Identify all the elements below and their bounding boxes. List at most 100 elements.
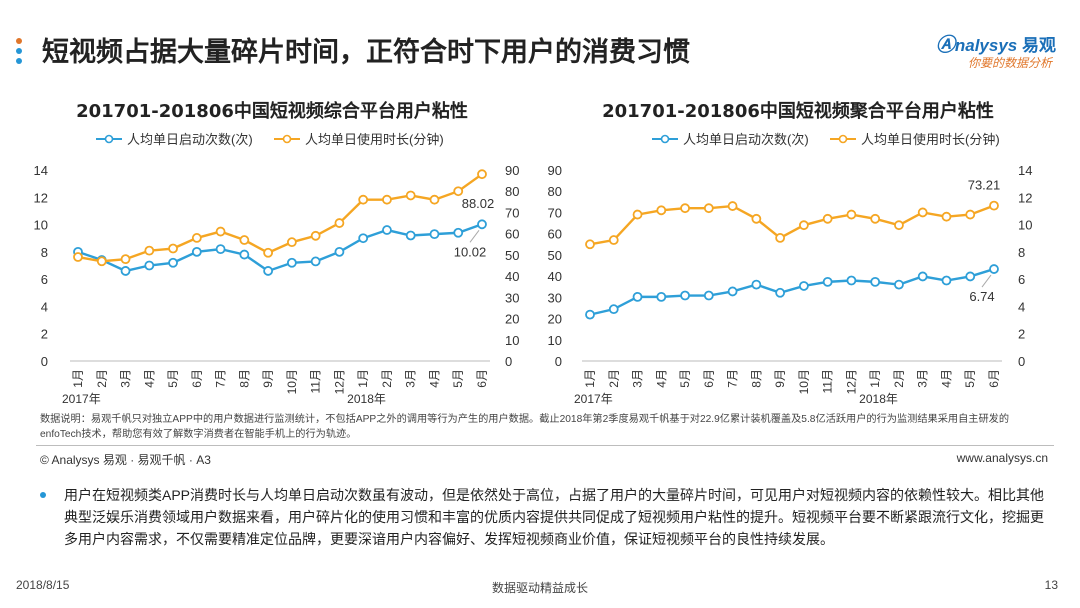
chart1-right-tick-10: 10 (505, 333, 519, 348)
chart2-point-1-12 (870, 213, 881, 224)
chart2-point-1-8 (775, 233, 786, 243)
chart2-left-tick-0: 0 (555, 354, 562, 369)
chart2-point-0-17 (989, 264, 999, 274)
paragraph-bullet-icon (40, 492, 46, 498)
chart1-point-1-10 (310, 230, 321, 241)
title-dot-blue-2 (16, 58, 22, 64)
chart2-year-label-0: 2017年 (574, 392, 613, 406)
chart1-left-tick-2: 2 (41, 327, 48, 342)
chart1-x-tick-2: 2月 (95, 369, 109, 388)
chart1-right-tick-90: 90 (505, 163, 519, 178)
chart1-x-tick-12: 12月 (332, 369, 346, 394)
title-dots (16, 38, 24, 68)
chart2-right-tick-12: 12 (1018, 190, 1032, 205)
data-note: 数据说明：易观千帆只对独立APP中的用户数据进行监测统计，不包括APP之外的调用… (40, 414, 1010, 440)
chart1-left-tick-8: 8 (41, 245, 48, 260)
chart2-point-0-11 (846, 275, 857, 286)
chart2-left-tick-40: 40 (548, 269, 562, 284)
chart1-point-0-17 (477, 219, 487, 230)
chart1-year-label-0: 2017年 (62, 392, 101, 406)
chart2-end-label-1: 73.21 (968, 178, 1001, 193)
chart2-x-tick-11: 11月 (821, 369, 835, 393)
chart1-point-1-12 (358, 194, 369, 205)
chart1-point-1-8 (263, 247, 274, 258)
chart2-right-tick-6: 6 (1018, 272, 1025, 287)
chart1-end-leader-0 (469, 229, 480, 243)
chart1-point-0-9 (286, 257, 297, 268)
chart1-point-1-3 (144, 245, 155, 256)
chart2-point-1-17 (989, 200, 999, 211)
chart2-point-1-2 (632, 209, 643, 220)
title-dot-orange (16, 38, 22, 44)
chart2-x-tick-1: 1月 (583, 369, 597, 388)
chart1-left-tick-0: 0 (41, 354, 48, 369)
chart1-right-tick-40: 40 (505, 269, 519, 284)
chart1-x-tick-14: 2月 (380, 369, 394, 388)
chart2-left-tick-70: 70 (548, 205, 562, 220)
chart2-x-tick-16: 4月 (939, 369, 953, 388)
chart1-legend-label-0: 人均单日启动次数(次) (127, 132, 253, 147)
chart2-point-0-12 (870, 276, 881, 287)
chart1-point-1-4 (168, 243, 178, 254)
chart1-end-label-0: 10.02 (454, 244, 487, 259)
chart1-point-1-6 (215, 226, 226, 237)
chart1-x-tick-8: 8月 (237, 369, 251, 388)
chart2-x-tick-17: 5月 (963, 369, 977, 388)
chart2-point-0-14 (917, 271, 928, 282)
page-number: 13 (1044, 578, 1058, 592)
chart1-point-1-0 (73, 252, 83, 262)
footer-divider (36, 445, 1054, 446)
chart2-x-tick-3: 3月 (631, 369, 645, 388)
chart1-point-0-5 (191, 246, 202, 257)
chart1-point-0-13 (382, 225, 392, 235)
footer-website[interactable]: www.analysys.cn (956, 451, 1048, 465)
chart2-x-tick-10: 10月 (797, 369, 811, 394)
chart1-point-0-11 (334, 246, 345, 257)
chart1-x-tick-16: 4月 (427, 369, 441, 388)
chart1-left-tick-6: 6 (41, 272, 48, 287)
chart1-point-0-4 (168, 257, 178, 268)
chart2-right-tick-2: 2 (1018, 327, 1025, 342)
chart2-legend-marker-0 (660, 134, 670, 144)
chart2-point-0-9 (798, 281, 809, 291)
chart1-point-1-14 (405, 190, 416, 201)
chart1-point-0-2 (120, 266, 131, 276)
footer-copyright: © Analysys 易观 · 易观千帆 · A3 (40, 453, 211, 467)
chart1-x-tick-1: 1月 (71, 369, 85, 388)
chart2-point-1-9 (798, 220, 809, 231)
chart2-title: 201701-201806中国短视频聚合平台用户粘性 (602, 100, 994, 122)
chart2-point-0-5 (703, 290, 714, 301)
chart2-point-1-4 (680, 203, 690, 214)
logo-brand-en: nalysys (954, 36, 1018, 55)
chart2-legend-label-1: 人均单日使用时长(分钟) (861, 132, 1000, 147)
chart1-legend-label-1: 人均单日使用时长(分钟) (305, 132, 444, 147)
chart2-point-0-7 (751, 279, 762, 290)
chart2-point-1-16 (965, 209, 976, 220)
chart1-point-1-7 (239, 235, 250, 245)
chart1-x-tick-6: 6月 (190, 369, 204, 388)
chart2-end-label-0: 6.74 (969, 289, 994, 304)
slide-date: 2018/8/15 (16, 578, 70, 592)
chart2-point-1-1 (608, 235, 619, 245)
chart2-point-0-16 (965, 271, 976, 282)
chart1-point-1-5 (191, 233, 202, 243)
chart2-series-line-0 (589, 267, 995, 316)
chart2-left-tick-20: 20 (548, 312, 562, 327)
chart1-point-0-15 (429, 229, 440, 240)
chart2-point-1-11 (846, 209, 857, 220)
chart2-x-tick-8: 8月 (749, 369, 763, 388)
chart2-x-tick-2: 2月 (607, 369, 621, 388)
chart1-legend-marker-0 (104, 134, 114, 144)
chart1-right-tick-50: 50 (505, 248, 519, 263)
chart2-legend-label-0: 人均单日启动次数(次) (683, 132, 809, 147)
chart2-point-1-3 (656, 205, 667, 216)
chart2-x-tick-6: 6月 (702, 369, 716, 388)
chart2-point-0-1 (608, 304, 619, 315)
chart1-right-tick-20: 20 (505, 312, 519, 327)
chart1-point-0-16 (453, 227, 464, 238)
chart1-point-1-11 (334, 218, 345, 228)
logo-brand-cn: 易观 (1022, 36, 1056, 55)
chart2-point-1-15 (941, 211, 952, 222)
chart2-left-tick-80: 80 (548, 184, 562, 199)
